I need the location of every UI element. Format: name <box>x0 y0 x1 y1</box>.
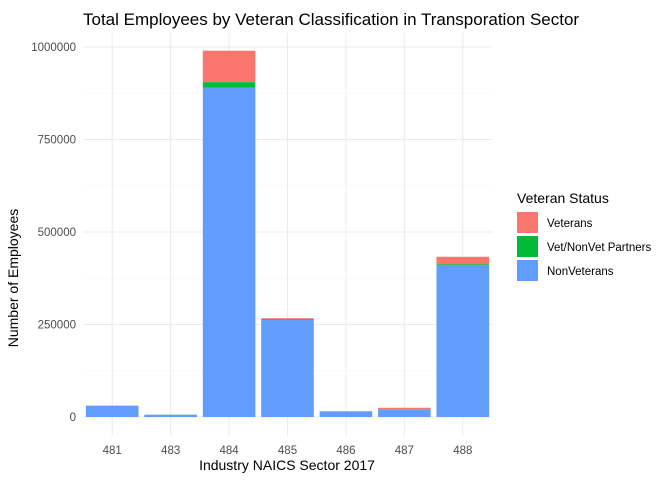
y-tick-label: 750000 <box>38 135 76 147</box>
y-tick-label: 500000 <box>38 227 76 239</box>
bar-segment <box>144 414 197 417</box>
legend-label: NonVeterans <box>547 266 614 278</box>
bar-segment <box>319 411 373 417</box>
bar-segment <box>261 319 314 321</box>
legend-swatch <box>517 260 538 281</box>
legend-title: Veteran Status <box>517 190 609 206</box>
y-tick-labels: 0 250000 500000 750000 1000000 <box>31 42 76 424</box>
bar-segment <box>436 264 490 266</box>
x-tick-label: 486 <box>336 445 355 457</box>
bar-segment <box>202 87 256 417</box>
y-axis-title: Number of Employees <box>5 209 21 348</box>
bar-segment <box>378 409 431 417</box>
x-tick-label: 484 <box>219 445 239 457</box>
bar-segment <box>436 256 490 265</box>
bar-segment <box>261 320 314 417</box>
bar-segment <box>436 265 490 417</box>
legend-label: Vet/NonVet Partners <box>547 242 651 254</box>
bar-segment <box>202 82 256 88</box>
x-axis-title: Industry NAICS Sector 2017 <box>199 457 375 473</box>
bar-segment <box>85 405 139 417</box>
chart-title: Total Employees by Veteran Classificatio… <box>83 10 579 29</box>
x-tick-label: 487 <box>395 445 414 457</box>
x-tick-labels: 481 483 484 485 486 487 488 <box>103 445 473 457</box>
legend: Veteran Status Veterans Vet/NonVet Partne… <box>517 190 651 281</box>
bars <box>85 50 490 417</box>
y-tick-label: 0 <box>70 412 76 424</box>
bar-segment <box>378 407 431 410</box>
bar-segment <box>202 50 256 83</box>
x-tick-label: 485 <box>278 445 297 457</box>
bar-segment <box>261 318 314 320</box>
legend-swatch <box>517 212 538 233</box>
x-tick-label: 483 <box>161 445 180 457</box>
x-tick-label: 488 <box>453 445 472 457</box>
y-tick-label: 250000 <box>38 320 76 332</box>
y-tick-label: 1000000 <box>31 42 76 54</box>
legend-swatch <box>517 236 538 257</box>
x-tick-label: 481 <box>103 445 122 457</box>
legend-label: Veterans <box>547 218 593 230</box>
